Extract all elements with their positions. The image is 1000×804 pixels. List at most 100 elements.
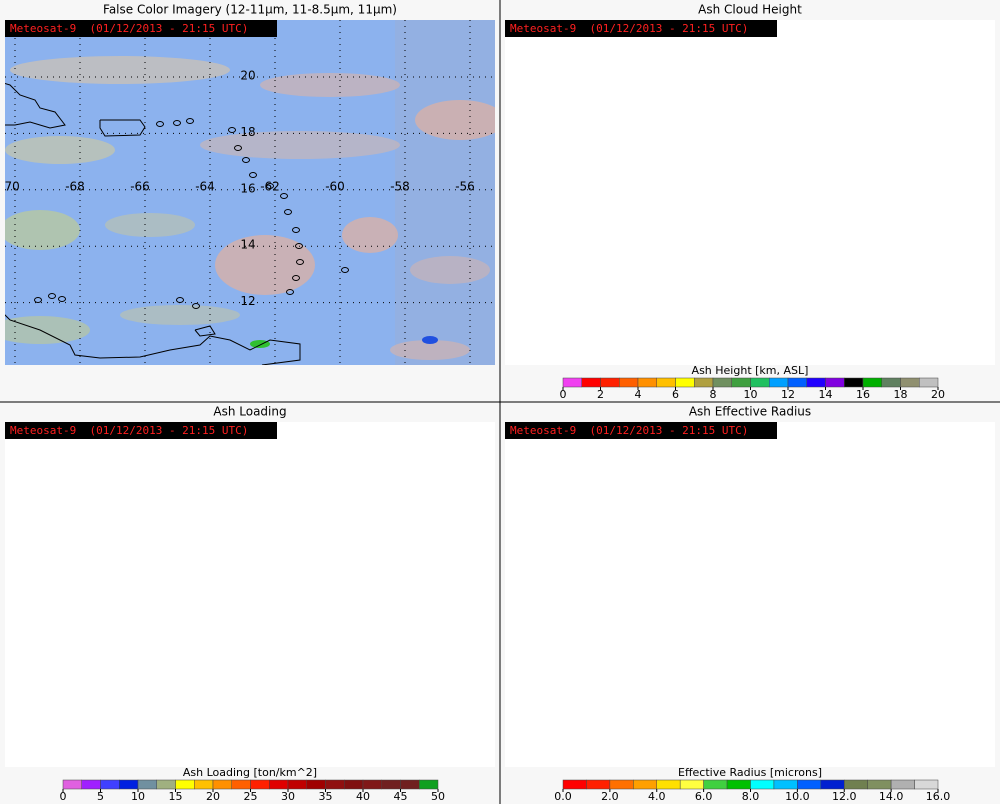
colorbar-cell <box>100 779 120 790</box>
colorbar-cell <box>637 377 657 388</box>
colorbar-cell <box>212 779 232 790</box>
island <box>156 121 164 127</box>
map: -70 -68 -66 -64 -62 -60 -58 -56 20 18 16 14 12 <box>5 20 495 365</box>
colorbar-cell <box>194 779 214 790</box>
colorbar-cell <box>581 377 601 388</box>
colorbar-cell <box>175 779 195 790</box>
panel-title: Ash Effective Radius <box>689 405 811 419</box>
colorbar-cell <box>62 779 82 790</box>
island <box>228 127 236 133</box>
lon-label: -64 <box>195 180 215 194</box>
colorbar-tick-label: 2.0 <box>601 790 619 803</box>
colorbar-cell <box>633 779 657 790</box>
island <box>58 296 66 302</box>
colorbar-cell <box>914 779 939 790</box>
colorbar-cell <box>619 377 639 388</box>
colorbar-tick-label: 2 <box>597 388 604 401</box>
colorbar-cell <box>656 377 676 388</box>
island <box>186 118 194 124</box>
lon-label: -66 <box>130 180 150 194</box>
colorbar-cell <box>679 779 704 790</box>
lon-label: -68 <box>65 180 85 194</box>
colorbar-cell <box>844 779 868 790</box>
lat-label: 18 <box>240 125 255 139</box>
island <box>242 157 250 163</box>
island <box>284 209 292 215</box>
colorbar-cell <box>769 377 789 388</box>
colorbar-cell <box>344 779 364 790</box>
map-area <box>505 422 995 767</box>
colorbar-tick-label: 4.0 <box>648 790 666 803</box>
island <box>280 193 288 199</box>
coastline <box>5 82 66 129</box>
colorbar-cell <box>562 779 587 790</box>
colorbar-cell <box>787 377 807 388</box>
lon-label: -56 <box>455 180 475 194</box>
colorbar-cell <box>250 779 270 790</box>
colorbar-cell <box>600 377 620 388</box>
colorbar-cell <box>750 779 775 790</box>
colorbar-cell <box>825 377 845 388</box>
colorbar-label: Ash Loading [ton/km^2] <box>183 766 317 779</box>
colorbar-label: Ash Height [km, ASL] <box>692 364 809 377</box>
lon-label: -58 <box>390 180 410 194</box>
island <box>234 145 242 151</box>
colorbar-cell <box>881 377 901 388</box>
island <box>48 293 56 299</box>
island <box>34 297 42 303</box>
lat-label: 20 <box>240 69 255 83</box>
colorbar-cell <box>890 779 915 790</box>
colorbar-cell <box>269 779 289 790</box>
lon-label: -60 <box>325 180 345 194</box>
timestamp: Meteosat-9 (01/12/2013 - 21:15 UTC) <box>10 22 248 35</box>
colorbar-cell <box>586 779 611 790</box>
colorbar-cell <box>703 779 728 790</box>
colorbar-tick-label: 50 <box>431 790 445 803</box>
colorbar-tick-label: 14 <box>819 388 833 401</box>
timestamp: Meteosat-9 (01/12/2013 - 21:15 UTC) <box>510 424 748 437</box>
stamp-box <box>5 20 277 37</box>
colorbar-cell <box>862 377 882 388</box>
colorbar-cell <box>419 779 439 790</box>
colorbar-cell <box>806 377 826 388</box>
lat-label: 14 <box>240 238 255 252</box>
colorbar-tick-label: 18 <box>894 388 908 401</box>
island <box>296 259 304 265</box>
colorbar-tick-label: 45 <box>394 790 408 803</box>
colorbar-cell <box>381 779 401 790</box>
colorbar-tick-label: 35 <box>319 790 333 803</box>
colorbar-cell <box>675 377 695 388</box>
colorbar-tick-label: 0 <box>60 790 67 803</box>
map-area <box>505 20 995 365</box>
timestamp: Meteosat-9 (01/12/2013 - 21:15 UTC) <box>10 424 248 437</box>
panel-title: Ash Loading <box>213 405 286 419</box>
lat-label: 16 <box>240 181 255 195</box>
island <box>176 297 184 303</box>
colorbar-label: Effective Radius [microns] <box>678 766 822 779</box>
colorbar-cell <box>609 779 634 790</box>
colorbar-cell <box>119 779 139 790</box>
colorbar-cell <box>867 779 892 790</box>
coastline <box>5 314 301 365</box>
panel-title: False Color Imagery (12-11μm, 11-8.5μm, … <box>103 3 397 17</box>
island <box>292 275 300 281</box>
panel-title: Ash Cloud Height <box>698 3 802 17</box>
timestamp: Meteosat-9 (01/12/2013 - 21:15 UTC) <box>510 22 748 35</box>
colorbar-cell <box>562 377 582 388</box>
colorbar-cell <box>287 779 307 790</box>
colorbar-cell <box>81 779 101 790</box>
stamp-box <box>505 422 777 439</box>
island <box>292 227 300 233</box>
colorbar-tick-label: 0.0 <box>554 790 572 803</box>
island <box>266 183 274 189</box>
colorbar-tick-label: 10 <box>131 790 145 803</box>
colorbar-cell <box>820 779 845 790</box>
colorbar-tick-label: 25 <box>244 790 258 803</box>
map-area <box>5 422 495 767</box>
colorbar-tick-label: 12 <box>781 388 795 401</box>
colorbar-cell <box>231 779 251 790</box>
colorbar-tick-label: 8.0 <box>742 790 760 803</box>
colorbar-tick-label: 14.0 <box>879 790 904 803</box>
colorbar-cell <box>306 779 326 790</box>
colorbar-cell <box>325 779 345 790</box>
